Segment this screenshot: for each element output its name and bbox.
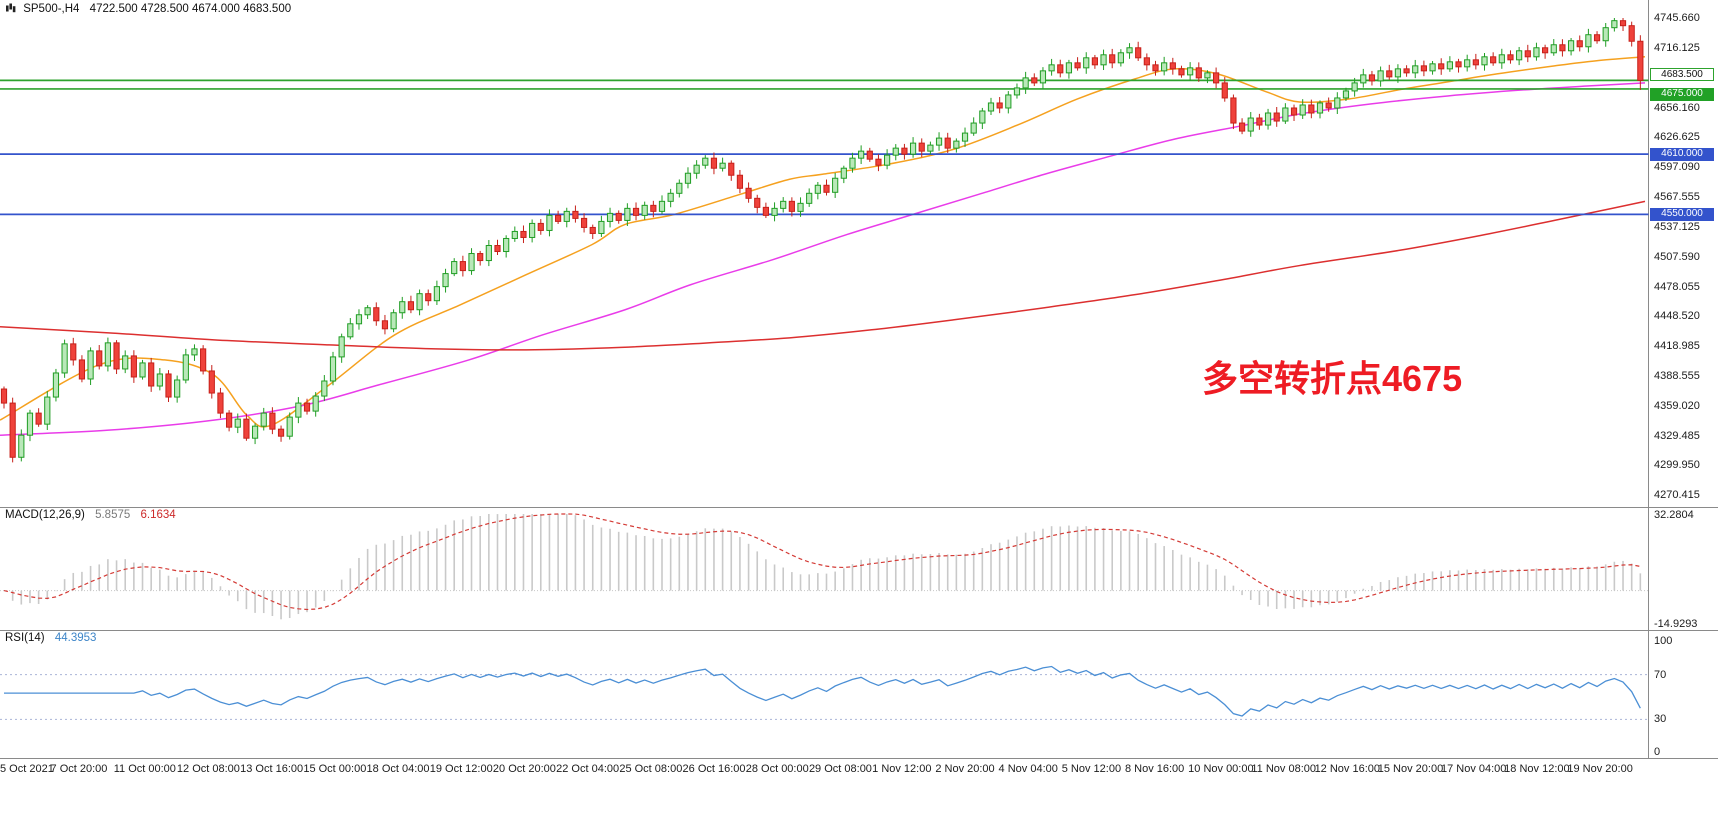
macd-histogram <box>11 514 1642 620</box>
ma-fast-orange <box>0 56 1646 428</box>
ma-slow-red <box>0 200 1646 351</box>
candles <box>0 18 1644 463</box>
macd-signal-line <box>3 513 1641 611</box>
rsi-line <box>4 665 1641 717</box>
ma-mid-magenta <box>0 82 1646 436</box>
